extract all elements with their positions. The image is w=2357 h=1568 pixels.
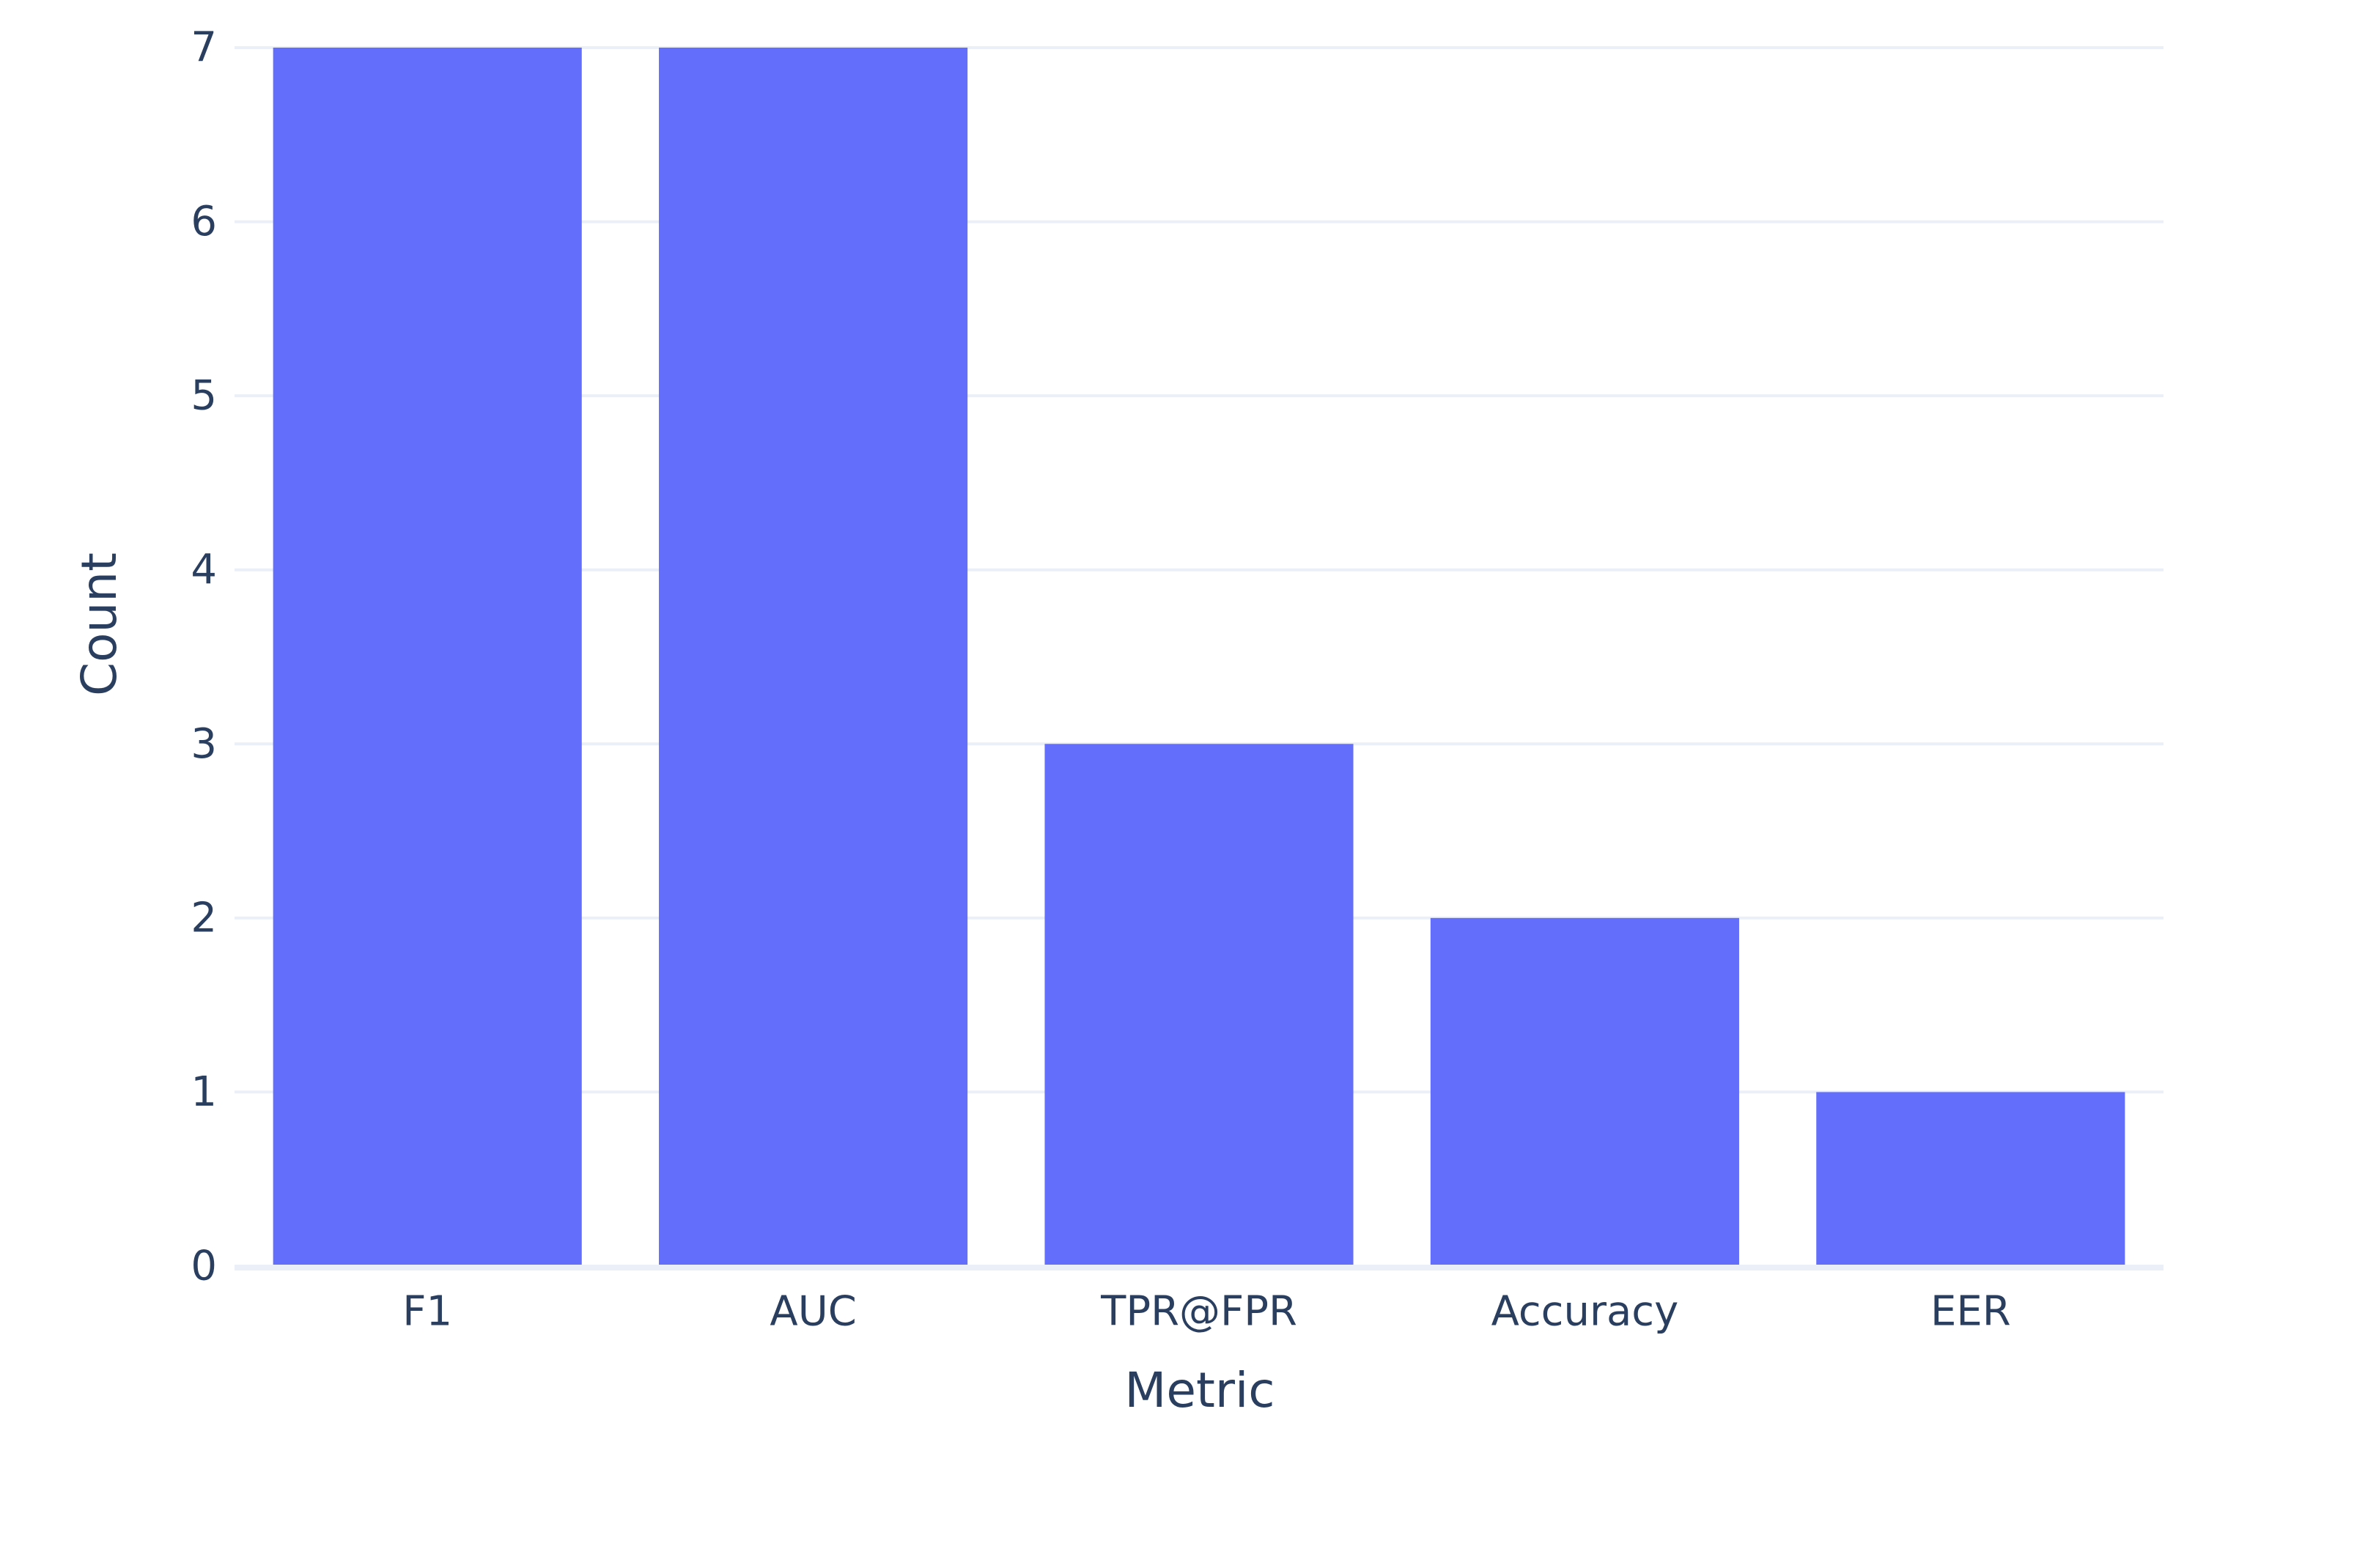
bar-auc [659, 48, 968, 1266]
bar-eer [1816, 1092, 2125, 1266]
y-tick-label: 3 [191, 720, 217, 768]
x-tick-label: Accuracy [1491, 1288, 1679, 1336]
bar-accuracy [1430, 917, 1739, 1266]
x-tick-label: EER [1930, 1288, 2011, 1336]
bars [273, 48, 2125, 1266]
y-tick-label: 7 [191, 24, 217, 72]
y-tick-label: 2 [191, 894, 217, 942]
x-tick-label: F1 [402, 1288, 452, 1336]
y-tick-label: 0 [191, 1243, 217, 1290]
x-tick-label: AUC [770, 1288, 856, 1336]
y-tick-label: 5 [191, 372, 217, 420]
bar-f1 [273, 48, 582, 1266]
y-tick-label: 4 [191, 546, 217, 593]
x-tick-label: TPR@FPR [1100, 1288, 1297, 1336]
bar-tpr-fpr [1044, 744, 1354, 1266]
x-axis-title: Metric [1124, 1362, 1275, 1419]
y-axis-title: Count [71, 552, 128, 696]
y-tick-label: 6 [191, 198, 217, 245]
axes: 0 1 2 3 4 5 6 7 F1 AUC TPR@FPR Accuracy EER [191, 24, 2164, 1336]
y-tick-label: 1 [191, 1068, 217, 1116]
